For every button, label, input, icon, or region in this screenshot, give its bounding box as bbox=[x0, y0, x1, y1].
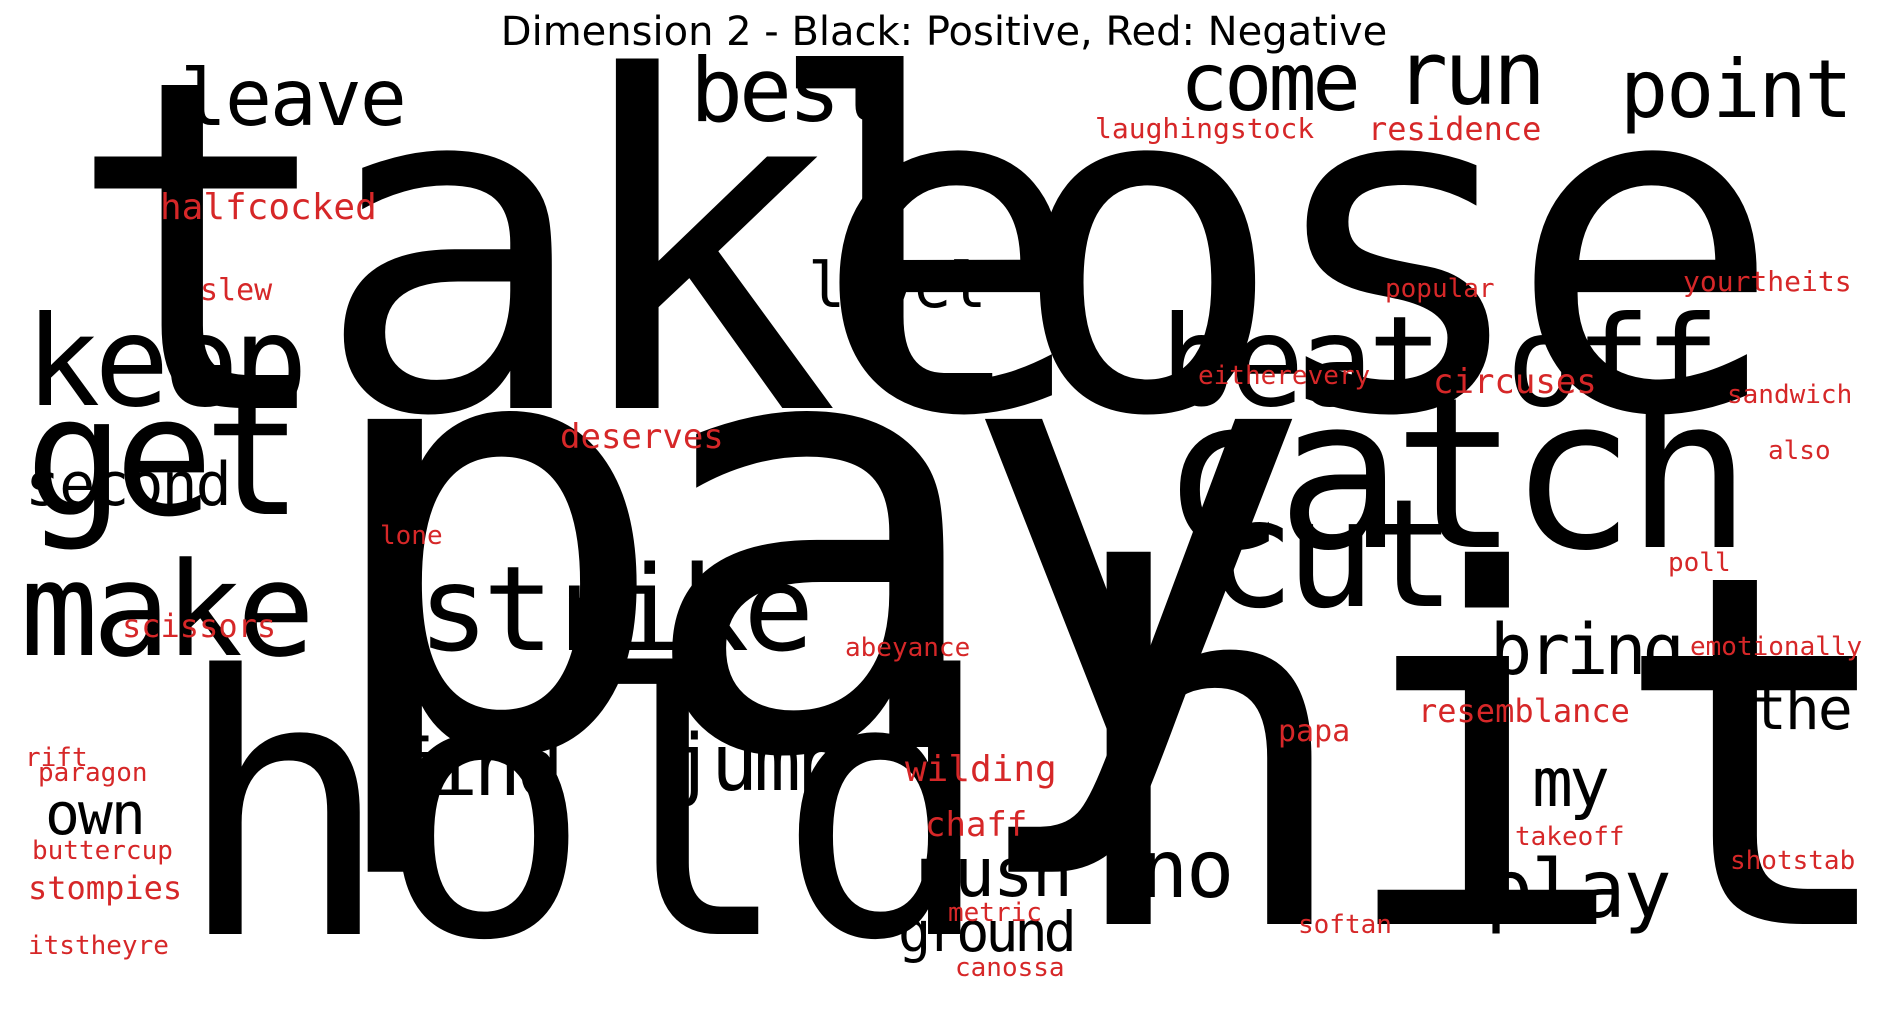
word-poll: poll bbox=[1668, 548, 1731, 578]
word-slew: slew bbox=[200, 273, 273, 308]
word-get: get bbox=[25, 361, 303, 553]
word-second: second bbox=[25, 450, 232, 520]
word-best: best bbox=[690, 39, 890, 142]
word-cut: cut bbox=[1205, 468, 1456, 642]
word-circuses: circuses bbox=[1433, 362, 1597, 402]
word-hit: hit bbox=[1059, 469, 1888, 1010]
word-also: also bbox=[1768, 436, 1831, 466]
word-popular: popular bbox=[1385, 274, 1495, 304]
word-my: my bbox=[1532, 744, 1610, 823]
word-level: level bbox=[808, 249, 987, 322]
word-make: make bbox=[20, 534, 315, 686]
word-no: no bbox=[1140, 823, 1234, 916]
word-paragon: paragon bbox=[38, 758, 148, 788]
figure-title: Dimension 2 - Black: Positive, Red: Nega… bbox=[500, 9, 1388, 55]
word-takeoff: takeoff bbox=[1515, 822, 1625, 852]
word-lose: lose bbox=[760, 0, 1784, 517]
word-buttercup: buttercup bbox=[32, 836, 173, 866]
word-metric: metric bbox=[948, 898, 1042, 928]
word-papa: papa bbox=[1278, 714, 1351, 749]
word-shotstab: shotstab bbox=[1730, 846, 1856, 876]
word-residence: residence bbox=[1368, 110, 1542, 148]
word-rift: rift bbox=[25, 743, 88, 773]
word-point: point bbox=[1620, 43, 1853, 136]
word-catch: catch bbox=[1160, 352, 1752, 597]
word-beat-off: beat off bbox=[1160, 290, 1720, 435]
word-strike: strike bbox=[418, 540, 814, 678]
word-yourtheits: yourtheits bbox=[1683, 265, 1852, 298]
word-play: play bbox=[1485, 843, 1672, 936]
word-sandwich: sandwich bbox=[1727, 380, 1853, 410]
word-chaff: chaff bbox=[925, 805, 1028, 845]
word-own: own bbox=[45, 780, 146, 848]
word-push: push bbox=[915, 834, 1073, 913]
word-canossa: canossa bbox=[955, 953, 1065, 983]
word-bring: bring bbox=[1490, 609, 1685, 691]
word-softan: softan bbox=[1298, 910, 1392, 940]
word-abeyance: abeyance bbox=[845, 633, 971, 663]
word-jump: jump bbox=[668, 719, 844, 809]
word-run: run bbox=[1395, 22, 1546, 125]
word-itstheyre: itstheyre bbox=[28, 931, 169, 961]
word-deserves: deserves bbox=[560, 417, 724, 457]
word-wilding: wilding bbox=[905, 749, 1057, 790]
word-take: take bbox=[65, 0, 1089, 517]
word-leave: leave bbox=[180, 54, 407, 144]
word-eitherevery: eitherevery bbox=[1198, 361, 1371, 391]
word-halfcocked: halfcocked bbox=[160, 187, 377, 228]
word-scissors: scissors bbox=[122, 607, 277, 645]
word-hold: hold bbox=[175, 600, 994, 1010]
word-resemblance: resemblance bbox=[1418, 692, 1630, 730]
word-lone: lone bbox=[380, 521, 443, 551]
word-the: the bbox=[1752, 675, 1853, 743]
word-stompies: stompies bbox=[28, 869, 183, 907]
word-emotionally: emotionally bbox=[1690, 632, 1863, 662]
word-laughingstock: laughingstock bbox=[1095, 112, 1315, 145]
word-come: come bbox=[1180, 36, 1361, 129]
word-find: find bbox=[388, 724, 564, 814]
word-keep: keep bbox=[25, 290, 308, 435]
word-pay: pay bbox=[312, 190, 1316, 889]
word-ground: ground bbox=[898, 900, 1077, 964]
